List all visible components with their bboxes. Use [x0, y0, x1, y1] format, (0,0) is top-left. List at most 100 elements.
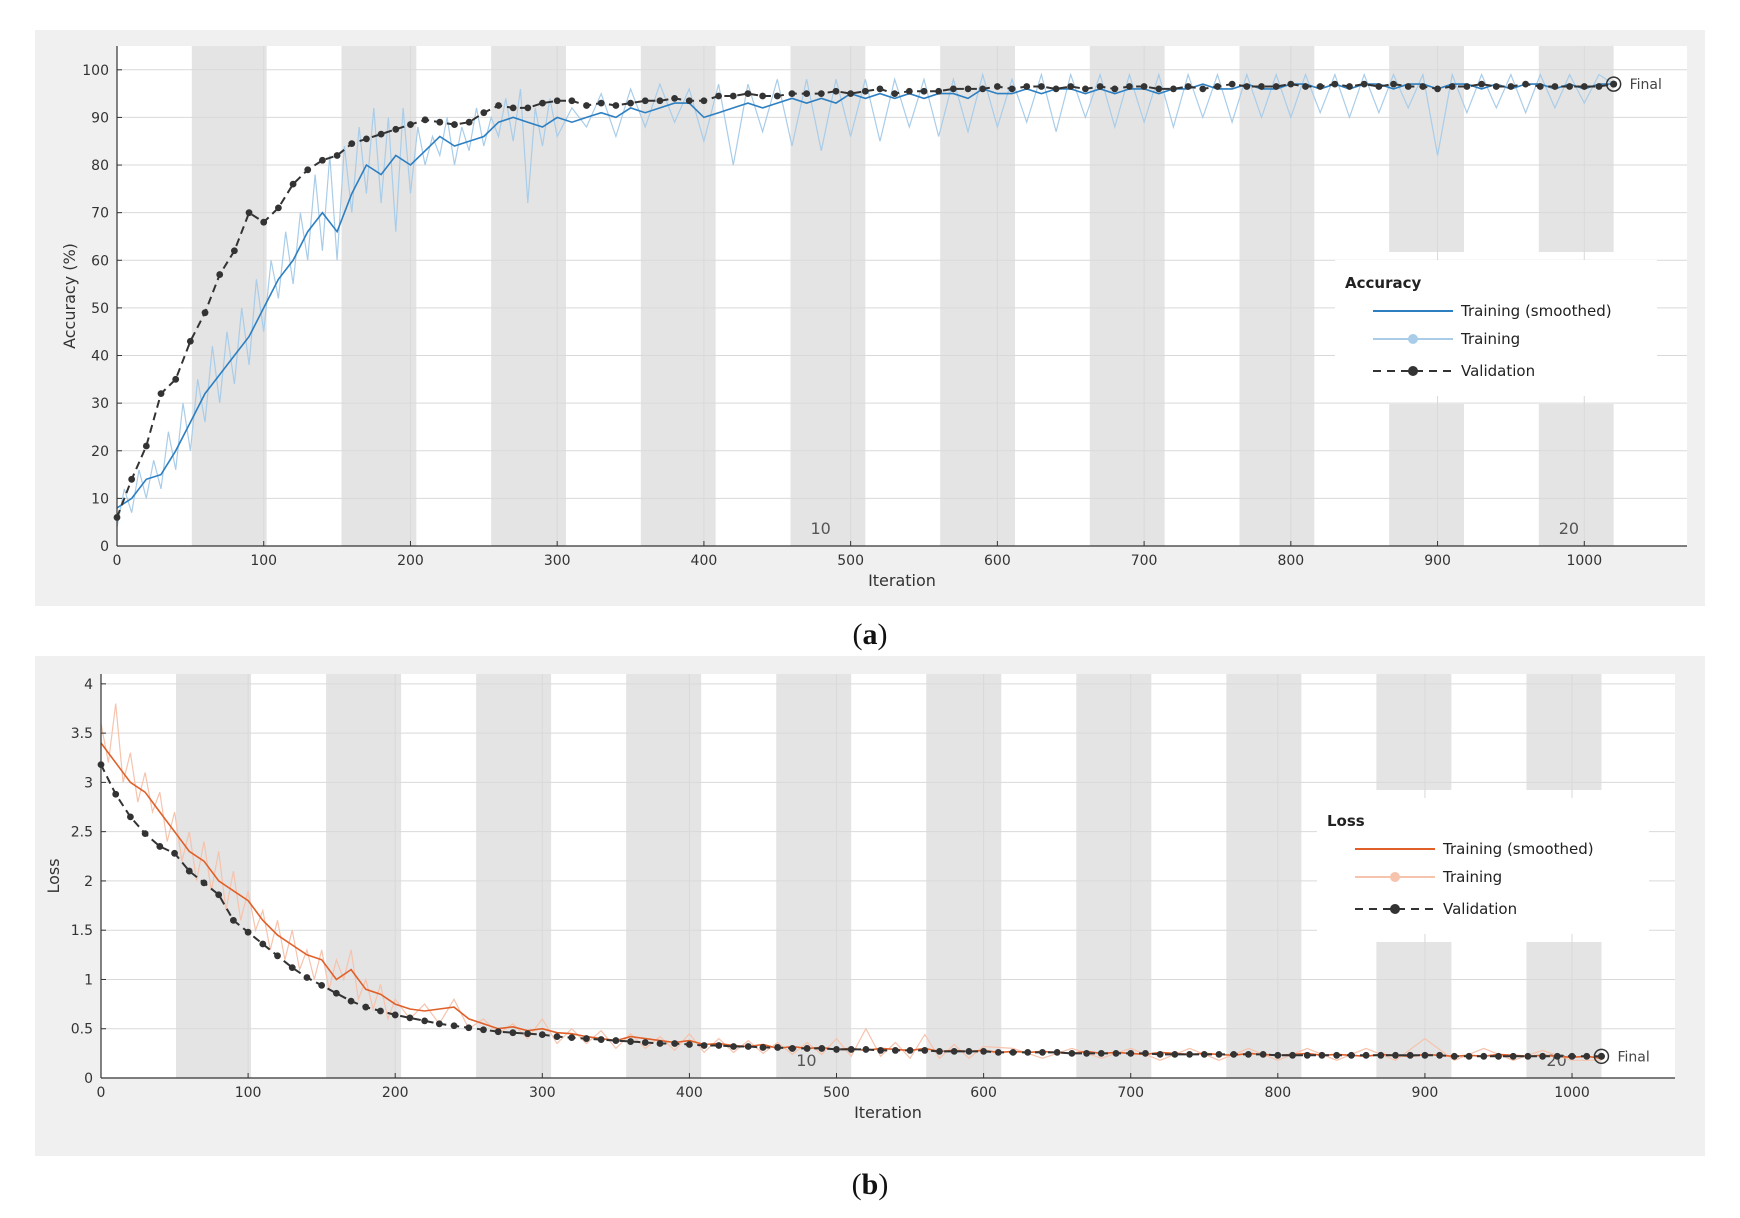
y-tick-label: 0: [100, 539, 109, 555]
validation-point: [1362, 1051, 1370, 1059]
validation-point: [1492, 83, 1500, 90]
validation-point: [627, 1038, 634, 1045]
validation-point: [406, 1014, 414, 1022]
validation-point: [744, 1043, 752, 1050]
x-tick-label: 400: [676, 1085, 703, 1101]
y-tick-label: 1: [84, 972, 93, 988]
caption-b-letter: b: [861, 1168, 879, 1201]
validation-point: [421, 116, 429, 124]
validation-point: [1200, 1050, 1208, 1058]
validation-point: [993, 83, 1001, 90]
validation-point: [1448, 83, 1456, 90]
validation-point: [877, 1047, 885, 1054]
epoch-label: 20: [1559, 519, 1579, 538]
validation-point: [1083, 1049, 1090, 1057]
epoch-band: [1526, 674, 1602, 790]
epoch-band: [626, 674, 702, 1078]
validation-point: [1186, 1050, 1193, 1058]
validation-point: [1023, 83, 1031, 90]
validation-point: [1111, 85, 1119, 93]
epoch-label: 10: [810, 519, 830, 538]
validation-point: [1142, 1049, 1149, 1057]
validation-point: [788, 90, 796, 98]
validation-point: [1465, 1052, 1473, 1060]
validation-point: [201, 309, 209, 317]
validation-point: [921, 1047, 929, 1054]
x-tick-label: 300: [529, 1085, 556, 1101]
validation-point: [656, 97, 664, 105]
validation-point: [891, 90, 899, 98]
validation-point: [1316, 83, 1324, 90]
x-tick-label: 300: [544, 553, 571, 569]
validation-point: [1404, 83, 1412, 90]
validation-point: [1199, 85, 1207, 93]
validation-point: [1245, 1050, 1252, 1058]
validation-point: [803, 1045, 811, 1052]
epoch-band: [926, 674, 1002, 1078]
series-training-raw: [116, 72, 1614, 528]
validation-point: [333, 152, 341, 159]
validation-point: [847, 90, 855, 98]
validation-point: [1302, 83, 1309, 90]
validation-point: [1155, 85, 1163, 93]
x-tick-label: 800: [1277, 553, 1304, 569]
validation-point: [1287, 80, 1295, 88]
epoch-band: [191, 46, 267, 546]
validation-point: [715, 1042, 723, 1049]
validation-point: [524, 104, 532, 112]
y-tick-label: 50: [91, 301, 109, 317]
validation-point: [538, 1031, 546, 1039]
validation-point: [1228, 80, 1236, 88]
validation-point: [465, 118, 473, 126]
validation-point: [1052, 85, 1060, 93]
validation-point: [509, 104, 517, 112]
validation-point: [686, 1041, 693, 1048]
x-tick-label: 1000: [1566, 553, 1602, 569]
x-tick-label: 500: [823, 1085, 850, 1101]
x-axis-label: Iteration: [854, 1103, 922, 1122]
validation-point: [172, 375, 180, 383]
validation-point: [156, 843, 164, 850]
validation-point: [435, 1020, 443, 1028]
validation-point: [861, 87, 869, 95]
legend-box: [1335, 260, 1657, 396]
legend-entry: Training (smoothed): [1442, 840, 1594, 858]
validation-point: [275, 204, 282, 212]
validation-point: [583, 102, 590, 109]
validation-point: [612, 1037, 620, 1044]
y-tick-label: 30: [91, 396, 109, 412]
validation-point: [1289, 1051, 1296, 1059]
validation-point: [1392, 1051, 1399, 1059]
validation-point: [905, 87, 913, 95]
validation-point: [1595, 83, 1603, 90]
validation-point: [391, 1011, 399, 1019]
validation-point: [245, 209, 253, 217]
validation-point: [964, 85, 972, 93]
x-axis-label: Iteration: [868, 571, 936, 590]
validation-point: [112, 790, 120, 798]
validation-point: [1274, 1051, 1282, 1059]
validation-point: [730, 1043, 737, 1050]
legend-entry: Training: [1460, 330, 1520, 348]
validation-point: [641, 1039, 649, 1046]
validation-point: [1536, 83, 1544, 90]
validation-point: [817, 90, 825, 98]
x-tick-label: 800: [1264, 1085, 1291, 1101]
validation-point: [127, 813, 134, 821]
validation-point: [1347, 1051, 1355, 1059]
validation-point: [980, 1047, 988, 1055]
validation-point: [1024, 1048, 1032, 1056]
epoch-band: [1376, 674, 1452, 790]
validation-point: [553, 97, 561, 105]
validation-point: [1214, 83, 1221, 90]
validation-point: [700, 97, 708, 105]
validation-point: [832, 87, 840, 95]
validation-point: [392, 125, 400, 133]
epoch-band: [776, 674, 852, 1078]
validation-point: [1390, 80, 1397, 88]
validation-point: [965, 1047, 973, 1055]
epoch-band: [326, 674, 402, 1078]
validation-point: [1127, 1049, 1135, 1057]
validation-point: [1434, 85, 1441, 93]
final-marker-dot: [1610, 80, 1618, 88]
